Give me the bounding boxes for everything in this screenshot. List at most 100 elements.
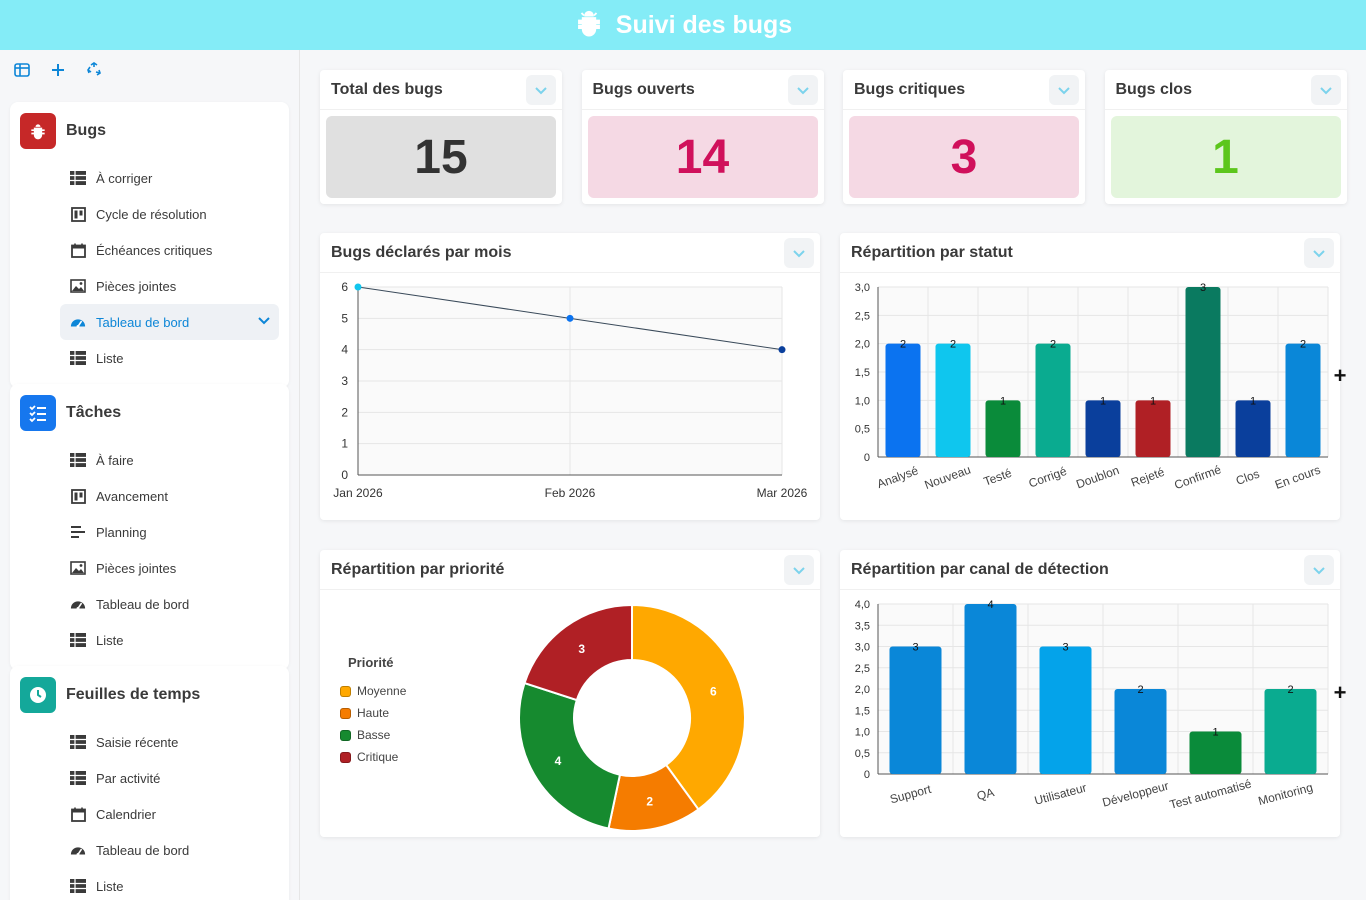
chevron-down-icon[interactable] (257, 314, 271, 331)
checklist-icon (20, 395, 56, 431)
sidebar-item[interactable]: Cycle de résolution (10, 196, 289, 232)
kpi-value: 14 (587, 116, 818, 198)
sidebar-item-label: Planning (96, 524, 147, 540)
kpi-value: 1 (1110, 116, 1341, 198)
chevron-down-icon[interactable] (1304, 555, 1334, 585)
sidebar-group-header[interactable]: Tâches (10, 384, 289, 442)
sidebar-group-0: Bugs À corriger Cycle de résolution Échéanc… (10, 102, 289, 388)
donut-chart: 6 2 4 3 (518, 603, 746, 832)
x-tick-label: Mar 2026 (757, 486, 808, 500)
bar[interactable] (985, 400, 1021, 457)
legend-item[interactable]: Critique (340, 746, 406, 768)
image-icon (70, 560, 86, 576)
sidebar-item[interactable]: Tableau de bord (10, 586, 289, 622)
image-icon (70, 278, 86, 294)
sidebar-item-label: À faire (96, 452, 134, 468)
bar[interactable] (1135, 400, 1171, 457)
y-tick-label: 6 (341, 280, 348, 294)
sidebar-item[interactable]: Échéances critiques (10, 232, 289, 268)
y-tick-label: 4,0 (855, 599, 870, 611)
y-tick-label: 0,5 (855, 748, 870, 760)
bar[interactable] (935, 343, 971, 457)
x-tick-label: Doublon (1074, 463, 1121, 491)
sidebar-item[interactable]: Liste (10, 868, 289, 900)
bar[interactable] (1114, 689, 1167, 774)
sidebar-item[interactable]: Liste (10, 622, 289, 658)
data-point[interactable] (566, 314, 574, 322)
y-tick-label: 0 (864, 452, 870, 464)
sidebar-item[interactable]: Pièces jointes (10, 268, 289, 304)
sidebar-group-header[interactable]: Feuilles de temps (10, 666, 289, 724)
pie-slice[interactable] (631, 603, 746, 811)
sidebar-item[interactable]: Tableau de bord (60, 304, 279, 340)
sidebar: Bugs À corriger Cycle de résolution Échéanc… (0, 50, 300, 900)
legend-item[interactable]: Moyenne (340, 680, 406, 702)
bar[interactable] (1264, 689, 1317, 774)
bar[interactable] (1185, 287, 1221, 457)
bar[interactable] (1085, 400, 1121, 457)
sidebar-group-header[interactable]: Bugs (10, 102, 289, 160)
chevron-down-icon[interactable] (784, 555, 814, 585)
sidebar-item[interactable]: Planning (10, 514, 289, 550)
bar[interactable] (889, 646, 942, 775)
dashboard: Total des bugs 15 Bugs ouverts 14 Bugs cri… (300, 50, 1366, 900)
x-tick-label: En cours (1273, 463, 1322, 492)
pie-slice[interactable] (518, 681, 622, 830)
sidebar-item[interactable]: À corriger (10, 160, 289, 196)
sidebar-item[interactable]: Pièces jointes (10, 550, 289, 586)
bar[interactable] (1189, 731, 1242, 775)
sidebar-toolbar (0, 50, 299, 90)
legend-item[interactable]: Haute (340, 702, 406, 724)
add-icon[interactable]: + (1333, 363, 1347, 388)
sidebar-item[interactable]: Par activité (10, 760, 289, 796)
data-label: 3 (912, 642, 918, 654)
chevron-down-icon[interactable] (1304, 238, 1334, 268)
kpi-value: 15 (326, 116, 556, 198)
chevron-down-icon[interactable] (787, 75, 818, 105)
legend-label: Haute (357, 706, 390, 720)
chevron-down-icon[interactable] (526, 75, 556, 105)
bar[interactable] (1235, 400, 1271, 457)
data-label: 2 (1137, 684, 1143, 696)
chevron-down-icon[interactable] (784, 238, 814, 268)
data-label: 3 (578, 642, 585, 656)
y-tick-label: 3,0 (855, 282, 870, 294)
data-point[interactable] (354, 283, 362, 291)
sidebar-item[interactable]: Calendrier (10, 796, 289, 832)
kpi-card: Bugs ouverts 14 (581, 70, 824, 204)
sidebar-item[interactable]: Tableau de bord (10, 832, 289, 868)
y-tick-label: 2,5 (855, 310, 870, 322)
y-tick-label: 2,0 (855, 684, 870, 696)
sidebar-item[interactable]: À faire (10, 442, 289, 478)
plus-icon[interactable] (48, 60, 68, 80)
kpi-card: Bugs critiques 3 (843, 70, 1085, 204)
add-icon[interactable]: + (1333, 680, 1347, 705)
bar[interactable] (885, 343, 921, 457)
panel-icon[interactable] (12, 60, 32, 80)
bar[interactable] (1035, 343, 1071, 457)
pie-slice[interactable] (523, 603, 633, 702)
legend-label: Basse (357, 728, 391, 742)
legend-label: Moyenne (357, 684, 407, 698)
recycle-icon[interactable] (84, 60, 104, 80)
sidebar-item[interactable]: Saisie récente (10, 724, 289, 760)
data-point[interactable] (778, 346, 786, 354)
chevron-down-icon[interactable] (1310, 75, 1341, 105)
sidebar-item[interactable]: Liste (10, 340, 289, 376)
bar[interactable] (1039, 646, 1092, 775)
y-tick-label: 3,5 (855, 620, 870, 632)
y-tick-label: 2,5 (855, 663, 870, 675)
x-tick-label: Test automatisé (1168, 776, 1253, 811)
legend-item[interactable]: Basse (340, 724, 406, 746)
sidebar-item[interactable]: Avancement (10, 478, 289, 514)
data-label: 4 (555, 754, 562, 768)
chevron-down-icon[interactable] (1049, 75, 1079, 105)
sidebar-item-label: Pièces jointes (96, 278, 177, 294)
bar[interactable] (964, 604, 1017, 774)
kanban-icon (70, 488, 86, 504)
bar[interactable] (1285, 343, 1321, 457)
x-tick-label: Testé (982, 466, 1014, 489)
calendar-icon (70, 242, 86, 258)
legend-label: Critique (357, 750, 399, 764)
y-tick-label: 2,0 (855, 339, 870, 351)
